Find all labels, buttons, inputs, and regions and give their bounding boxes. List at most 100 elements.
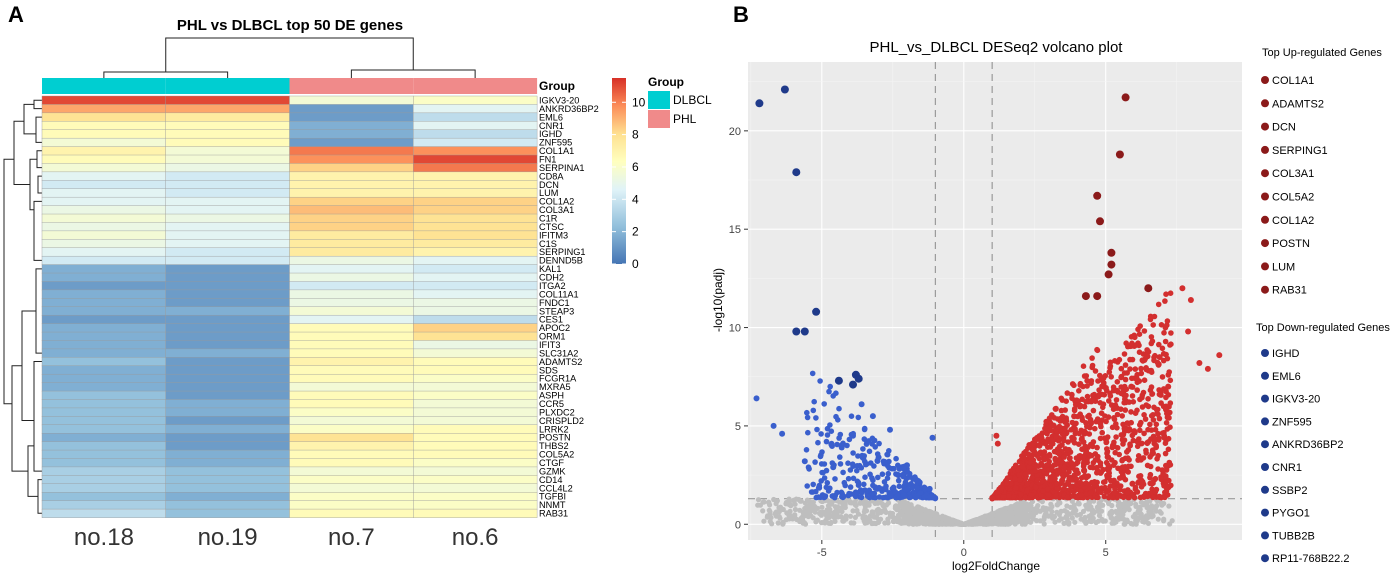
volcano-point-up (1120, 494, 1127, 501)
heatmap-cell (289, 272, 414, 282)
heatmap-row-label: CTGF (539, 458, 564, 468)
volcano-point-up (1076, 388, 1082, 394)
volcano-point-down (879, 471, 886, 478)
heatmap-cell (413, 255, 538, 266)
volcano-point-up (1022, 494, 1028, 501)
volcano-point-up (1083, 491, 1090, 497)
volcano-point-ns (839, 508, 845, 515)
heatmap-panel: PHL vs DLBCL top 50 DE genes Group IGKV3… (3, 17, 712, 551)
volcano-point-down (895, 477, 902, 484)
volcano-point-ns (908, 504, 915, 510)
heatmap-cell (165, 213, 290, 223)
volcano-point-up (1134, 376, 1140, 382)
volcano-point-up (1130, 399, 1137, 405)
volcano-point-down (926, 485, 933, 492)
volcano-point-up (1128, 409, 1134, 415)
volcano-point-up (1018, 491, 1024, 498)
heatmap-cell (413, 129, 538, 139)
heatmap-column-label: no.18 (74, 524, 134, 551)
volcano-point-ns (794, 516, 800, 523)
volcano-point-down (900, 473, 906, 480)
volcano-point-up (1113, 434, 1119, 440)
volcano-point-ns (804, 497, 811, 503)
volcano-point-up (1152, 436, 1158, 443)
volcano-point-up (1156, 387, 1162, 393)
volcano-point-ns (1161, 500, 1167, 507)
volcano-point-down (803, 447, 810, 453)
heatmap-cell (165, 424, 290, 434)
heatmap-cell (413, 171, 538, 181)
volcano-point-down (893, 455, 899, 462)
heatmap-cell (41, 449, 167, 459)
volcano-point-ns (1048, 501, 1054, 507)
heatmap-cell (41, 255, 167, 266)
y-tick-label: 5 (735, 421, 741, 433)
volcano-point-up (1125, 469, 1131, 475)
heatmap-cell (41, 239, 167, 249)
volcano-point-ns (783, 517, 789, 523)
volcano-point-top-down (800, 327, 809, 336)
volcano-point-up (1096, 387, 1102, 393)
volcano-point-up (1092, 368, 1099, 374)
top-up-legend-dot (1261, 99, 1269, 108)
dendrogram-branch (165, 37, 414, 72)
volcano-point-up (1134, 387, 1140, 393)
volcano-point-up (1024, 487, 1030, 494)
heatmap-cell (41, 272, 167, 282)
volcano-point-up (1126, 457, 1132, 463)
volcano-point-up (1158, 494, 1164, 501)
heatmap-cell (41, 357, 167, 367)
volcano-point-down (816, 482, 823, 489)
volcano-point-down (837, 431, 844, 438)
volcano-point-up (1163, 420, 1170, 426)
colorbar (612, 78, 626, 264)
volcano-point-down (830, 464, 837, 471)
volcano-point-up (1159, 430, 1166, 437)
volcano-point-ns (838, 499, 844, 505)
heatmap-cell (41, 475, 167, 485)
x-tick-label: -5 (817, 547, 827, 559)
volcano-point-ns (1161, 516, 1167, 522)
volcano-point-up (1103, 489, 1110, 495)
heatmap-cell (41, 264, 167, 274)
volcano-point-ns (1001, 520, 1007, 526)
volcano-point-up (1039, 462, 1045, 468)
heatmap-row-labels: IGKV3-20ANKRD36BP2EML6CNR1IGHDZNF595COL1… (539, 96, 599, 519)
heatmap-row-label: ORM1 (539, 332, 566, 342)
volcano-point-ns (1111, 520, 1117, 526)
volcano-point-down (801, 458, 808, 465)
volcano-point-ns (922, 507, 928, 514)
volcano-point-ns (792, 506, 799, 513)
heatmap-cell (165, 137, 290, 148)
volcano-point-up (1013, 485, 1019, 491)
heatmap-row-label: GZMK (539, 466, 566, 476)
volcano-point-ns (885, 520, 891, 526)
group-bar-cell (42, 78, 166, 94)
volcano-point-ns (912, 521, 918, 527)
volcano-point-up (1055, 438, 1062, 444)
volcano-point-ns (1115, 503, 1121, 509)
volcano-point-ns (1043, 509, 1049, 516)
top-up-legend-label: COL3A1 (1272, 168, 1314, 180)
volcano-point-down (813, 494, 820, 501)
volcano-point-up (1156, 391, 1163, 398)
volcano-point-up (1109, 444, 1116, 451)
volcano-point-down (840, 469, 846, 476)
volcano-point-up (1111, 490, 1118, 496)
volcano-point-up (1111, 415, 1117, 421)
volcano-point-up (1118, 390, 1124, 397)
heatmap-cell (413, 483, 538, 493)
heatmap-cell (41, 441, 167, 451)
heatmap-column-labels: no.18 no.19 no.7 no.6 (74, 524, 499, 551)
heatmap-row-label: CD8A (539, 171, 564, 181)
dendrogram-branch (350, 69, 476, 78)
volcano-point-ns (906, 508, 912, 514)
volcano-point-down (884, 451, 890, 458)
heatmap-cell (165, 281, 290, 291)
volcano-point-down (815, 439, 821, 446)
heatmap-row-label: CTSC (539, 222, 564, 232)
volcano-point-up (1042, 425, 1048, 432)
volcano-point-up (1122, 407, 1129, 413)
heatmap-cell (413, 390, 538, 400)
volcano-point-down (870, 477, 876, 484)
